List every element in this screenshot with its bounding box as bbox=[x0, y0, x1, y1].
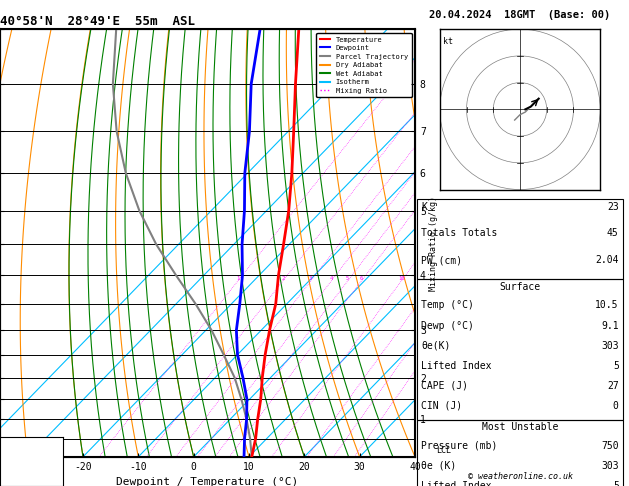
Text: Lifted Index: Lifted Index bbox=[421, 481, 492, 486]
Text: 303: 303 bbox=[601, 461, 619, 471]
Text: K: K bbox=[421, 202, 427, 212]
Text: 23: 23 bbox=[607, 202, 619, 212]
Text: 10.5: 10.5 bbox=[595, 300, 619, 311]
Text: 750: 750 bbox=[601, 441, 619, 451]
Text: CAPE (J): CAPE (J) bbox=[421, 381, 469, 391]
Text: PW (cm): PW (cm) bbox=[421, 255, 462, 265]
Text: θe(K): θe(K) bbox=[421, 341, 450, 350]
Text: 303: 303 bbox=[601, 341, 619, 350]
Text: 20.04.2024  18GMT  (Base: 00): 20.04.2024 18GMT (Base: 00) bbox=[430, 10, 611, 20]
Text: 5: 5 bbox=[613, 481, 619, 486]
Text: 4: 4 bbox=[330, 276, 333, 281]
Text: Pressure (mb): Pressure (mb) bbox=[421, 441, 498, 451]
Text: 2.04: 2.04 bbox=[595, 255, 619, 265]
Text: 1: 1 bbox=[236, 276, 240, 281]
Text: Temp (°C): Temp (°C) bbox=[421, 300, 474, 311]
Text: θe (K): θe (K) bbox=[421, 461, 457, 471]
Text: 6: 6 bbox=[360, 276, 363, 281]
Text: Lifted Index: Lifted Index bbox=[421, 361, 492, 371]
Text: 3: 3 bbox=[309, 276, 312, 281]
Text: 2: 2 bbox=[281, 276, 284, 281]
Text: Surface: Surface bbox=[499, 282, 540, 292]
Text: 5: 5 bbox=[613, 361, 619, 371]
Text: CIN (J): CIN (J) bbox=[421, 401, 462, 411]
Text: 5: 5 bbox=[346, 276, 349, 281]
Text: 40°58'N  28°49'E  55m  ASL: 40°58'N 28°49'E 55m ASL bbox=[0, 15, 195, 28]
Text: kt: kt bbox=[443, 37, 453, 46]
Text: Most Unstable: Most Unstable bbox=[482, 422, 558, 432]
Text: © weatheronline.co.uk: © weatheronline.co.uk bbox=[467, 472, 572, 481]
Text: 45: 45 bbox=[607, 228, 619, 239]
Legend: Temperature, Dewpoint, Parcel Trajectory, Dry Adiabat, Wet Adiabat, Isotherm, Mi: Temperature, Dewpoint, Parcel Trajectory… bbox=[316, 33, 411, 98]
X-axis label: Dewpoint / Temperature (°C): Dewpoint / Temperature (°C) bbox=[116, 477, 299, 486]
Text: 27: 27 bbox=[607, 381, 619, 391]
Text: 10: 10 bbox=[398, 276, 404, 281]
Text: 0: 0 bbox=[613, 401, 619, 411]
Y-axis label: Mixing Ratio (g/kg): Mixing Ratio (g/kg) bbox=[428, 195, 438, 291]
Text: LCL: LCL bbox=[436, 446, 451, 455]
Text: Totals Totals: Totals Totals bbox=[421, 228, 498, 239]
Text: 9.1: 9.1 bbox=[601, 321, 619, 330]
Text: Dewp (°C): Dewp (°C) bbox=[421, 321, 474, 330]
